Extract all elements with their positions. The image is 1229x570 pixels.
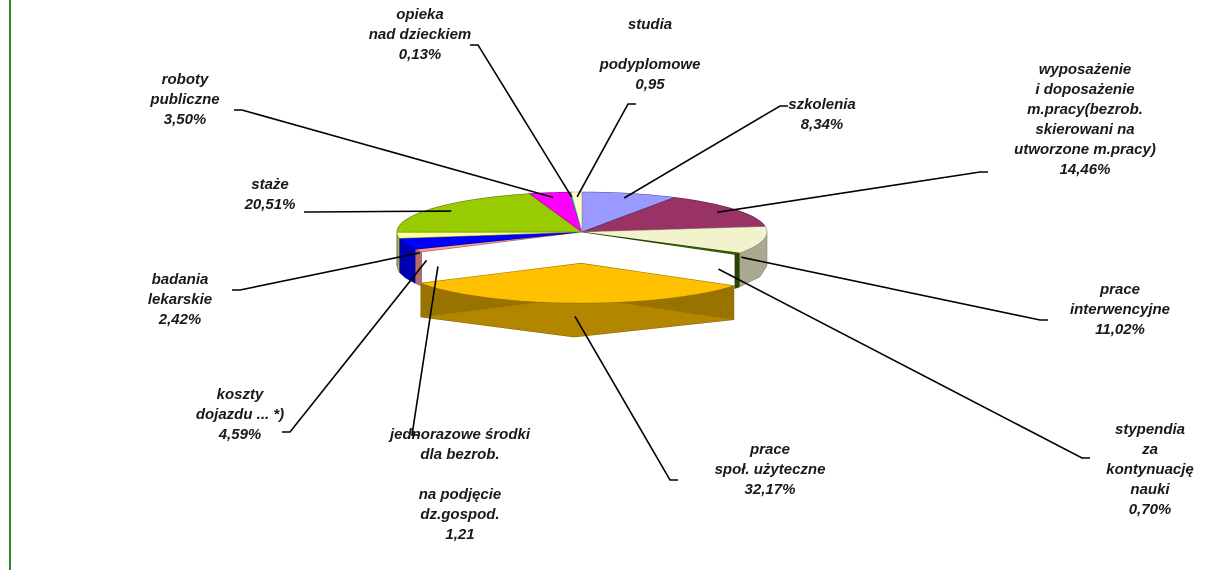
slice-label: opieka nad dzieckiem 0,13% (369, 5, 472, 65)
leader-line (574, 315, 678, 481)
leader-line (623, 105, 788, 199)
slice (581, 231, 740, 255)
value-label: 0,95 (635, 76, 665, 93)
value-label: 20,51% (244, 196, 296, 213)
value-label: 3,50% (163, 111, 207, 128)
category-label: opieka nad dzieckiem (368, 6, 472, 43)
leader-line (718, 268, 1090, 459)
slice (396, 231, 583, 239)
slice-label: prace społ. użyteczne 32,17% (715, 440, 826, 500)
value-label: 14,46% (1059, 161, 1111, 178)
slice-label: wyposażenie i doposażenie m.pracy(bezrob… (1014, 60, 1156, 180)
value-label: 11,02% (1095, 321, 1145, 338)
slice-label: jednorazowe środki dla bezrob. na podjęc… (390, 425, 530, 545)
slice (398, 231, 583, 250)
slice-label: studia podyplomowe 0,95 (600, 15, 701, 95)
slice-label: szkolenia 8,34% (788, 95, 856, 135)
value-label: 4,59% (218, 426, 262, 443)
value-label: 2,42% (158, 311, 202, 328)
leader-line (282, 259, 428, 433)
value-label: 0,13% (398, 46, 442, 63)
slice-label: staże 20,51% (245, 175, 296, 215)
slice (570, 191, 583, 233)
category-label: prace społ. użyteczne (714, 441, 826, 478)
slice (420, 262, 735, 304)
leader-line (234, 109, 554, 199)
leader-line (470, 44, 573, 198)
category-label: jednorazowe środki dla bezrob. na podjęc… (389, 426, 531, 523)
value-label: 8,34% (800, 116, 844, 133)
slice-label: prace interwencyjne 11,02% (1070, 280, 1170, 340)
leader-line (576, 103, 636, 198)
category-label: staże (251, 176, 289, 193)
slice (581, 191, 675, 233)
leader-line (411, 266, 439, 436)
leader-line (716, 171, 988, 214)
category-label: stypendia za kontynuację nauki (1106, 421, 1194, 498)
leader-line (304, 210, 452, 213)
slice (396, 193, 583, 233)
category-label: studia podyplomowe (599, 16, 701, 73)
slice-label: stypendia za kontynuację nauki 0,70% (1106, 420, 1194, 520)
pie-tops (396, 191, 768, 304)
slice (528, 191, 583, 233)
slice-side (734, 252, 740, 289)
category-label: szkolenia (788, 96, 856, 113)
category-label: koszty dojazdu ... *) (195, 386, 285, 423)
category-label: badania lekarskie (147, 271, 213, 308)
leader-line (232, 252, 420, 291)
value-label: 1,21 (445, 526, 475, 543)
category-label: prace interwencyjne (1069, 281, 1171, 318)
value-label: 32,17% (744, 481, 796, 498)
slice-label: roboty publiczne 3,50% (150, 70, 219, 130)
slice-label: badania lekarskie 2,42% (148, 270, 212, 330)
category-label: roboty publiczne (150, 71, 220, 108)
category-label: wyposażenie i doposażenie m.pracy(bezrob… (1014, 61, 1156, 158)
slice-label: koszty dojazdu ... *) 4,59% (196, 385, 284, 445)
leader-line (741, 256, 1048, 321)
value-label: 0,70% (1128, 501, 1172, 518)
slice (581, 226, 768, 254)
